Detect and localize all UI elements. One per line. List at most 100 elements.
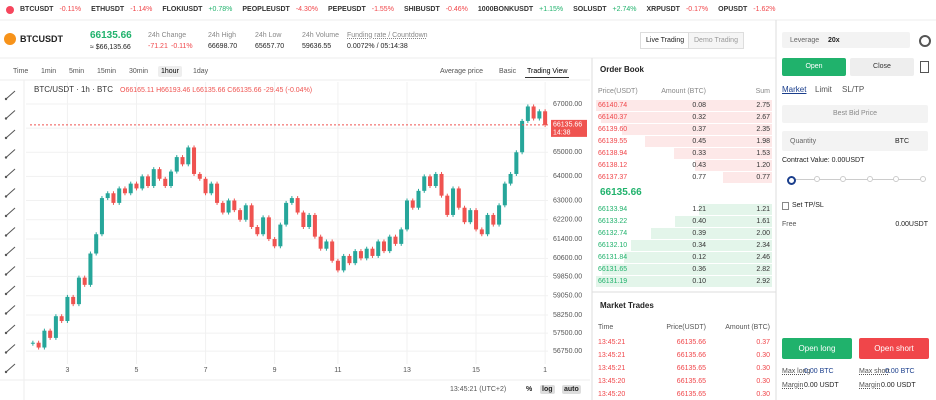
order-type[interactable]: Limit <box>815 85 832 94</box>
column-header: Price(USDT) <box>598 88 638 95</box>
column-header: Time <box>598 324 614 331</box>
depth-bar <box>596 276 772 287</box>
last-price-box <box>551 119 587 137</box>
interval[interactable]: 1min <box>41 68 57 75</box>
order-type[interactable]: Market <box>782 85 807 94</box>
trade-cell: 66135.66 <box>676 352 706 359</box>
mode-tab[interactable]: Demo Trading <box>688 32 744 49</box>
footer-button[interactable]: auto <box>562 385 581 394</box>
price-input[interactable]: Best Bid Price <box>782 105 928 123</box>
candle-body <box>261 217 266 235</box>
interval[interactable]: 1hour <box>158 66 182 77</box>
trade-cell: 13:45:21 <box>598 352 626 359</box>
side-tab[interactable]: Open <box>782 58 846 76</box>
interval[interactable]: 30min <box>129 68 149 75</box>
book-cell: 1.53 <box>756 150 770 157</box>
candle-body <box>238 210 243 220</box>
candle-body <box>537 111 542 119</box>
ticker-change: -0.11% <box>59 6 82 13</box>
free-value: 0.00USDT <box>895 221 928 228</box>
candle-body <box>278 224 283 247</box>
ticker-symbol: ETHUSDT <box>91 6 125 13</box>
candle-body <box>370 248 375 256</box>
tool-icon <box>4 351 8 354</box>
depth-bar <box>602 264 772 275</box>
quantity-label: Quantity <box>790 138 817 145</box>
depth-bar <box>621 124 772 135</box>
limit-value: 0.00 USDT <box>881 382 916 389</box>
leverage-label: Leverage <box>790 37 820 44</box>
book-price: 66131.65 <box>598 266 628 273</box>
tool-icon <box>4 292 8 296</box>
slider-step[interactable] <box>787 176 796 185</box>
y-tick-label: 64000.00 <box>553 173 582 180</box>
leverage-box[interactable] <box>782 32 910 48</box>
ticker-symbol: SHIBUSDT <box>403 6 440 13</box>
view-tab[interactable]: Trading View <box>525 66 570 78</box>
ohlc-label: O66165.11 H66193.46 L66135.66 C66135.66 … <box>120 87 312 94</box>
slider-step[interactable] <box>813 176 820 182</box>
order-type[interactable]: SL/TP <box>842 85 865 94</box>
candle-body <box>520 120 525 153</box>
trade-button[interactable]: Open short <box>859 338 929 359</box>
candle-body <box>381 241 386 252</box>
tool-icon <box>4 214 8 218</box>
trade-cell: 0.30 <box>756 391 770 398</box>
candle-body <box>128 183 133 194</box>
depth-bar <box>651 228 772 239</box>
book-cell: 2.75 <box>756 102 770 109</box>
quantity-input[interactable] <box>782 131 928 151</box>
interval[interactable]: 15min <box>97 68 117 75</box>
stat-value: -0.11% <box>171 43 193 50</box>
footer-button[interactable]: log <box>540 385 555 394</box>
countdown-label: 14:38 <box>553 130 571 137</box>
slider-step[interactable] <box>866 176 873 182</box>
book-cell: 0.34 <box>692 242 706 249</box>
view-tab[interactable]: Basic <box>499 68 517 75</box>
last-price-label: 66135.66 <box>553 122 582 129</box>
depth-bar <box>596 100 772 111</box>
y-tick-label: 59050.00 <box>553 293 582 300</box>
stat-label: 24h Volume <box>302 32 339 39</box>
slider-step[interactable] <box>893 176 900 182</box>
checkbox[interactable] <box>782 202 789 210</box>
candle-body <box>399 229 404 244</box>
book-cell: 2.00 <box>756 230 770 237</box>
depth-bar <box>722 172 772 183</box>
ticker-symbol: PEPEUSDT <box>328 6 366 13</box>
ticker-symbol: FLOKIUSDT <box>162 6 203 13</box>
candle-body <box>508 173 513 184</box>
column-header: Amount (BTC) <box>661 88 706 95</box>
mode-tab[interactable]: Live Trading <box>640 32 691 49</box>
trade-button[interactable]: Open long <box>782 338 852 359</box>
candle-body <box>307 214 312 227</box>
symbol[interactable]: BTCUSDT <box>20 34 63 44</box>
x-tick-label: 5 <box>135 367 139 374</box>
tool-icon <box>4 273 8 276</box>
book-cell: 2.92 <box>756 278 770 285</box>
candle-body <box>491 214 496 225</box>
interval[interactable]: 1day <box>193 68 209 75</box>
footer-button[interactable]: % <box>526 386 533 393</box>
footer-time: 13:45:21 (UTC+2) <box>450 386 507 393</box>
x-tick-label: 1 <box>543 367 547 374</box>
candle-body <box>422 176 427 191</box>
slider-step[interactable] <box>840 176 847 182</box>
candle-body <box>157 169 162 179</box>
y-tick-label: 58250.00 <box>553 312 582 319</box>
ticker-change: -1.55% <box>371 6 394 13</box>
x-tick-label: 3 <box>65 367 69 374</box>
settings-icon <box>919 35 931 47</box>
slider-step[interactable] <box>920 176 926 182</box>
trade-cell: 13:45:21 <box>598 365 626 372</box>
view-tab[interactable]: Average price <box>440 68 484 75</box>
side-tab[interactable]: Close <box>850 58 914 76</box>
candle-body <box>312 214 317 237</box>
candle-body <box>117 188 122 203</box>
interval[interactable]: 5min <box>69 68 85 75</box>
stat-label: 24h Change <box>148 32 187 39</box>
tool-icon <box>4 136 8 140</box>
y-tick-label: 63000.00 <box>553 197 582 204</box>
book-cell: 0.39 <box>692 230 706 237</box>
tool-icon <box>4 175 8 179</box>
